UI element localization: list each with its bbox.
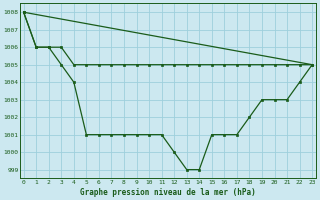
- X-axis label: Graphe pression niveau de la mer (hPa): Graphe pression niveau de la mer (hPa): [80, 188, 256, 197]
